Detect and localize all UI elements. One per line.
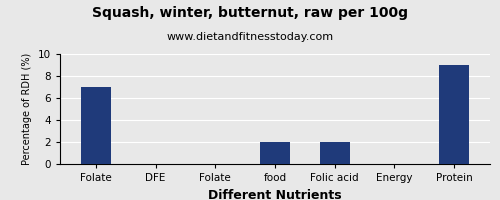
X-axis label: Different Nutrients: Different Nutrients — [208, 189, 342, 200]
Text: www.dietandfitnesstoday.com: www.dietandfitnesstoday.com — [166, 32, 334, 42]
Bar — [81, 87, 111, 164]
Text: Squash, winter, butternut, raw per 100g: Squash, winter, butternut, raw per 100g — [92, 6, 408, 20]
Bar — [439, 65, 469, 164]
Bar — [320, 142, 350, 164]
Bar — [260, 142, 290, 164]
Y-axis label: Percentage of RDH (%): Percentage of RDH (%) — [22, 53, 32, 165]
